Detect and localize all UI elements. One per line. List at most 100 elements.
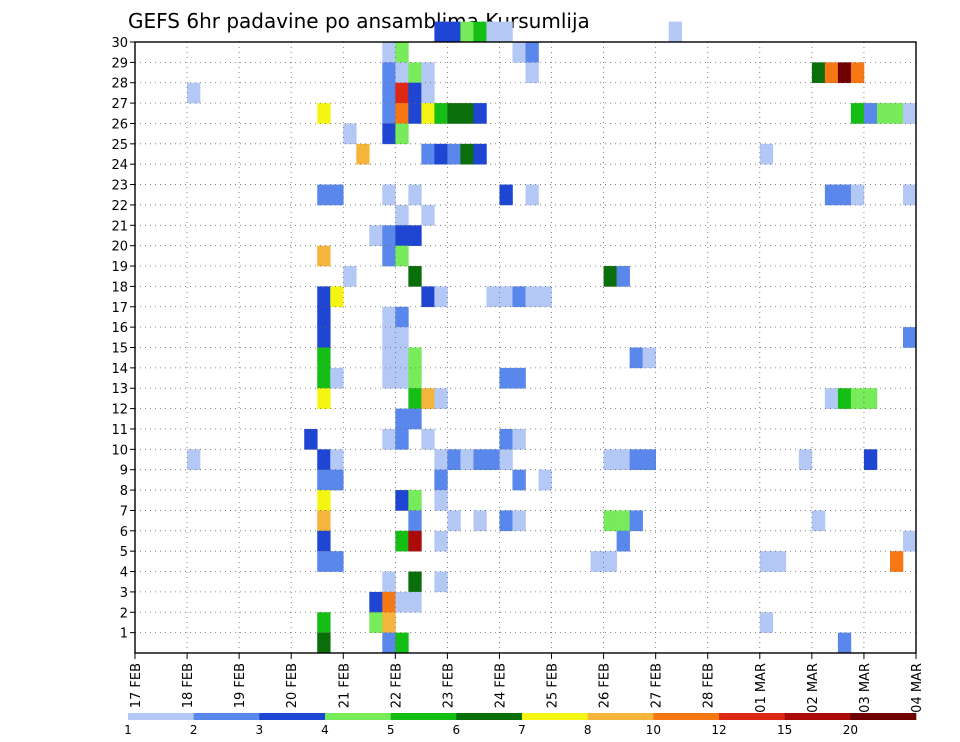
heatmap-cell [317, 469, 331, 491]
heatmap-cell [512, 469, 526, 491]
y-tick-label: 24 [111, 158, 128, 173]
heatmap-cell [460, 449, 474, 470]
heatmap-cell [512, 367, 526, 389]
heatmap-cell [395, 591, 409, 613]
x-tick-label: 21 FEB [337, 663, 352, 708]
heatmap-cell [603, 510, 617, 532]
heatmap-cell [876, 103, 891, 124]
heatmap-cell [317, 388, 331, 409]
colorbar-swatch [784, 713, 851, 720]
heatmap-cell [408, 591, 422, 613]
heatmap-cell [603, 449, 617, 470]
x-tick-label: 27 FEB [650, 663, 665, 708]
heatmap-cell [382, 571, 396, 593]
y-tick-label: 8 [120, 484, 128, 499]
heatmap-cell [408, 266, 422, 287]
heatmap-cell [863, 103, 878, 124]
colorbar-swatch [325, 713, 391, 720]
heatmap-cell [317, 286, 331, 308]
colorbar-label: 1 [124, 723, 132, 737]
colorbar-swatch [259, 713, 326, 720]
heatmap-cell [317, 306, 331, 328]
y-tick-label: 30 [111, 36, 128, 51]
heatmap-cell [395, 632, 409, 654]
heatmap-cell [317, 184, 331, 206]
heatmap-cell [317, 510, 331, 532]
y-tick-label: 12 [111, 403, 128, 418]
y-tick-label: 29 [111, 56, 128, 71]
heatmap-cell [408, 82, 422, 104]
heatmap-cell [473, 510, 487, 532]
heatmap-cell [369, 612, 383, 633]
heatmap-cell [330, 449, 344, 470]
heatmap-cell [408, 490, 422, 511]
heatmap-cell [486, 286, 500, 308]
heatmap-cell [486, 449, 500, 470]
heatmap-cell [395, 82, 409, 104]
heatmap-cell [317, 103, 331, 124]
heatmap-cell [395, 225, 409, 246]
y-tick-label: 6 [120, 525, 128, 540]
heatmap-cell [902, 184, 917, 206]
heatmap-cell [408, 103, 422, 124]
y-tick-label: 14 [111, 362, 128, 377]
heatmap-cell [902, 327, 917, 348]
heatmap-cell [616, 510, 630, 532]
x-tick-label: 02 MAR [806, 663, 821, 713]
heatmap-cell [395, 347, 409, 369]
heatmap-cell [525, 42, 539, 63]
heatmap-cell [850, 184, 865, 206]
heatmap-cell [434, 21, 448, 43]
heatmap-cell [395, 490, 409, 511]
colorbar-label: 15 [777, 723, 792, 737]
heatmap-cell [330, 469, 344, 491]
heatmap-cell [382, 367, 396, 389]
heatmap-cell [525, 184, 539, 206]
heatmap-cell [629, 449, 643, 470]
heatmap-cell [850, 103, 865, 124]
y-tick-label: 4 [120, 566, 128, 581]
heatmap-cell [382, 347, 396, 369]
x-tick-label: 19 FEB [233, 663, 248, 708]
heatmap-cell [499, 449, 513, 470]
heatmap-cell [408, 408, 422, 430]
heatmap-cell [382, 42, 396, 63]
heatmap-cell [434, 143, 448, 165]
y-tick-label: 9 [120, 464, 128, 479]
heatmap-cell [382, 123, 396, 145]
colorbar-label: 10 [646, 723, 661, 737]
x-tick-label: 03 MAR [858, 663, 873, 713]
colorbar-swatch [522, 713, 588, 720]
heatmap-cell [863, 449, 878, 470]
heatmap-cell [187, 82, 201, 104]
heatmap-cell [837, 62, 852, 84]
heatmap-cell [408, 62, 422, 84]
heatmap-cell [369, 591, 383, 613]
heatmap-cell [317, 367, 331, 389]
colorbar-label: 5 [387, 723, 395, 737]
heatmap-cell [317, 530, 331, 552]
heatmap-cell [616, 266, 630, 287]
heatmap-cell [512, 428, 526, 450]
x-tick-label: 26 FEB [598, 663, 613, 708]
heatmap-cell [538, 469, 552, 491]
colorbar-label: 2 [190, 723, 198, 737]
heatmap-cell [343, 266, 357, 287]
heatmap-cell [499, 286, 513, 308]
heatmap-cell [421, 286, 435, 308]
heatmap-cell [408, 347, 422, 369]
y-tick-label: 13 [111, 382, 128, 397]
heatmap-cell [473, 103, 487, 124]
heatmap-cell [382, 245, 396, 267]
heatmap-cell [421, 62, 435, 84]
heatmap-cell [382, 103, 396, 124]
y-tick-label: 22 [111, 199, 128, 214]
heatmap-cell [499, 367, 513, 389]
heatmap-cell [421, 428, 435, 450]
heatmap-cell [811, 62, 826, 84]
heatmap-cell [603, 551, 617, 572]
y-tick-label: 3 [120, 586, 128, 601]
y-tick-label: 27 [111, 97, 128, 112]
heatmap-cell [629, 510, 643, 532]
heatmap-cell [837, 632, 852, 654]
